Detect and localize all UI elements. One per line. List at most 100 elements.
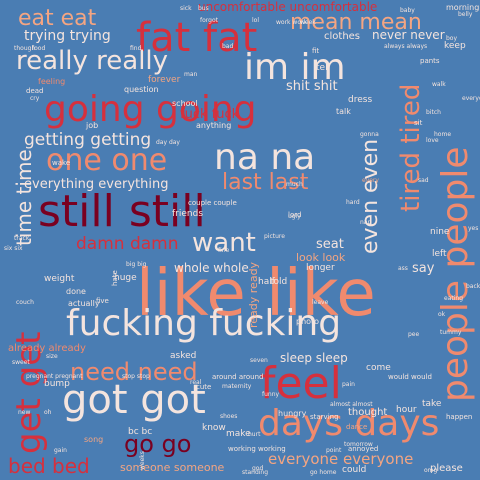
word-fucking-fucking: fucking fucking bbox=[66, 303, 342, 344]
word-one-one: one one bbox=[46, 143, 168, 178]
word-hard: hard bbox=[346, 199, 360, 206]
word-almost-almost: almost almost bbox=[330, 401, 373, 408]
word-couch: couch bbox=[16, 299, 34, 306]
word-fuck-fuck: fuck fuck bbox=[180, 107, 240, 122]
word-god: god bbox=[252, 465, 264, 472]
word-bad: bad bbox=[222, 43, 234, 50]
word-already-already: already already bbox=[8, 343, 86, 354]
word-everything-everything: everything everything bbox=[24, 177, 169, 192]
word-whole-whole: whole whole bbox=[174, 261, 249, 275]
word-take: take bbox=[422, 399, 442, 409]
word-nap: nap bbox=[360, 219, 372, 226]
word-getting-getting: getting getting bbox=[24, 130, 152, 150]
word-school: school bbox=[172, 99, 198, 108]
word-pee: pee bbox=[408, 331, 420, 338]
word-picture: picture bbox=[264, 233, 285, 240]
word-even-even: even even bbox=[358, 138, 383, 254]
word-photo: photo bbox=[296, 317, 320, 326]
word-would-would: would would bbox=[388, 373, 432, 381]
word-anything: anything bbox=[196, 121, 232, 130]
word-working-working: working working bbox=[228, 445, 286, 453]
word-day-day: day day bbox=[156, 139, 180, 146]
word-track: track bbox=[14, 235, 30, 242]
word-lol: lol bbox=[252, 17, 260, 24]
word-feeling: feeling bbox=[38, 77, 66, 86]
word-bed-bed: bed bed bbox=[8, 454, 90, 478]
word-need-need: need need bbox=[70, 358, 198, 386]
word-starving: starving bbox=[310, 413, 339, 421]
word-bitch: bitch bbox=[426, 109, 441, 116]
word-please: please bbox=[430, 463, 463, 474]
word-longer: longer bbox=[306, 263, 335, 273]
word-tummy: tummy bbox=[440, 329, 462, 336]
word-gain: gain bbox=[54, 447, 67, 454]
word-annoyed: annoyed bbox=[348, 445, 379, 453]
word-morning: morning bbox=[446, 3, 480, 12]
word-talk: talk bbox=[336, 107, 351, 116]
word-funny: funny bbox=[262, 391, 280, 398]
word-always-always: always always bbox=[384, 43, 428, 50]
word-told: told bbox=[270, 277, 288, 287]
word-seven: seven bbox=[250, 357, 268, 364]
word-really-really: really really bbox=[16, 46, 169, 76]
word-cry: cry bbox=[30, 95, 40, 102]
word-fit: fit bbox=[312, 47, 320, 55]
word-love: love bbox=[426, 137, 439, 144]
word-people-people: people people bbox=[435, 146, 476, 403]
word-like-like: like like bbox=[136, 257, 376, 331]
word-look-look: look look bbox=[296, 251, 346, 264]
word-keep: keep bbox=[444, 41, 466, 51]
word-man: man bbox=[184, 71, 198, 78]
word-time-time: time time bbox=[12, 149, 36, 246]
word-song: song bbox=[84, 435, 104, 444]
word-boy: boy bbox=[446, 35, 458, 42]
word-real: real bbox=[190, 379, 202, 386]
word-tell: tell bbox=[316, 63, 331, 73]
word-damn-damn: damn damn bbox=[76, 234, 179, 254]
word-wake: wake bbox=[52, 159, 71, 167]
word-clothes: clothes bbox=[324, 31, 361, 42]
word-asked: asked bbox=[170, 351, 197, 361]
word-bump: bump bbox=[44, 379, 70, 389]
word-feel: feel bbox=[260, 358, 342, 409]
word-sweet: sweet bbox=[12, 359, 30, 366]
word-hate: hate bbox=[111, 270, 119, 286]
word-bc-bc: bc bc bbox=[128, 427, 153, 437]
word-nine: nine bbox=[430, 227, 450, 237]
word-pain: pain bbox=[342, 381, 355, 388]
word-cute: cute bbox=[196, 383, 212, 391]
word-dance: dance bbox=[346, 423, 368, 431]
word-still-still: still still bbox=[38, 186, 206, 237]
word-bus: bus bbox=[198, 5, 209, 12]
word-ugly: ugly bbox=[288, 213, 301, 220]
word-home: home bbox=[434, 131, 452, 138]
word-eating: eating bbox=[444, 295, 463, 302]
word-weeks: weeks bbox=[139, 451, 146, 470]
word-leave: leave bbox=[312, 299, 329, 306]
word-pants: pants bbox=[420, 57, 440, 65]
word-shoes: shoes bbox=[220, 413, 238, 420]
word-new: new bbox=[18, 409, 31, 416]
word-dress: dress bbox=[348, 95, 373, 105]
word-sleep-sleep: sleep sleep bbox=[280, 351, 348, 365]
word-go-go: go go bbox=[124, 430, 192, 458]
word-forever: forever bbox=[148, 75, 181, 85]
word-eat-eat: eat eat bbox=[18, 6, 97, 31]
word-point: point bbox=[326, 447, 342, 454]
word-forgot: forgot bbox=[200, 17, 218, 24]
word-mean-mean: mean mean bbox=[290, 10, 422, 35]
word-huge: huge bbox=[114, 273, 137, 283]
word-find: find bbox=[130, 45, 142, 52]
word-belly: belly bbox=[458, 11, 473, 18]
word-done: done bbox=[66, 287, 86, 296]
word-im-im: im im bbox=[244, 47, 346, 88]
word-come: come bbox=[366, 363, 391, 373]
word-back-back: back back bbox=[466, 283, 480, 290]
word-na-na: na na bbox=[214, 137, 316, 178]
word-stop-stop: stop stop bbox=[122, 373, 150, 380]
word-baby: baby bbox=[400, 7, 415, 14]
word-last-last: last last bbox=[222, 170, 309, 195]
word-say: say bbox=[412, 261, 435, 276]
word-five: five bbox=[96, 297, 109, 305]
word-question: question bbox=[124, 85, 159, 94]
